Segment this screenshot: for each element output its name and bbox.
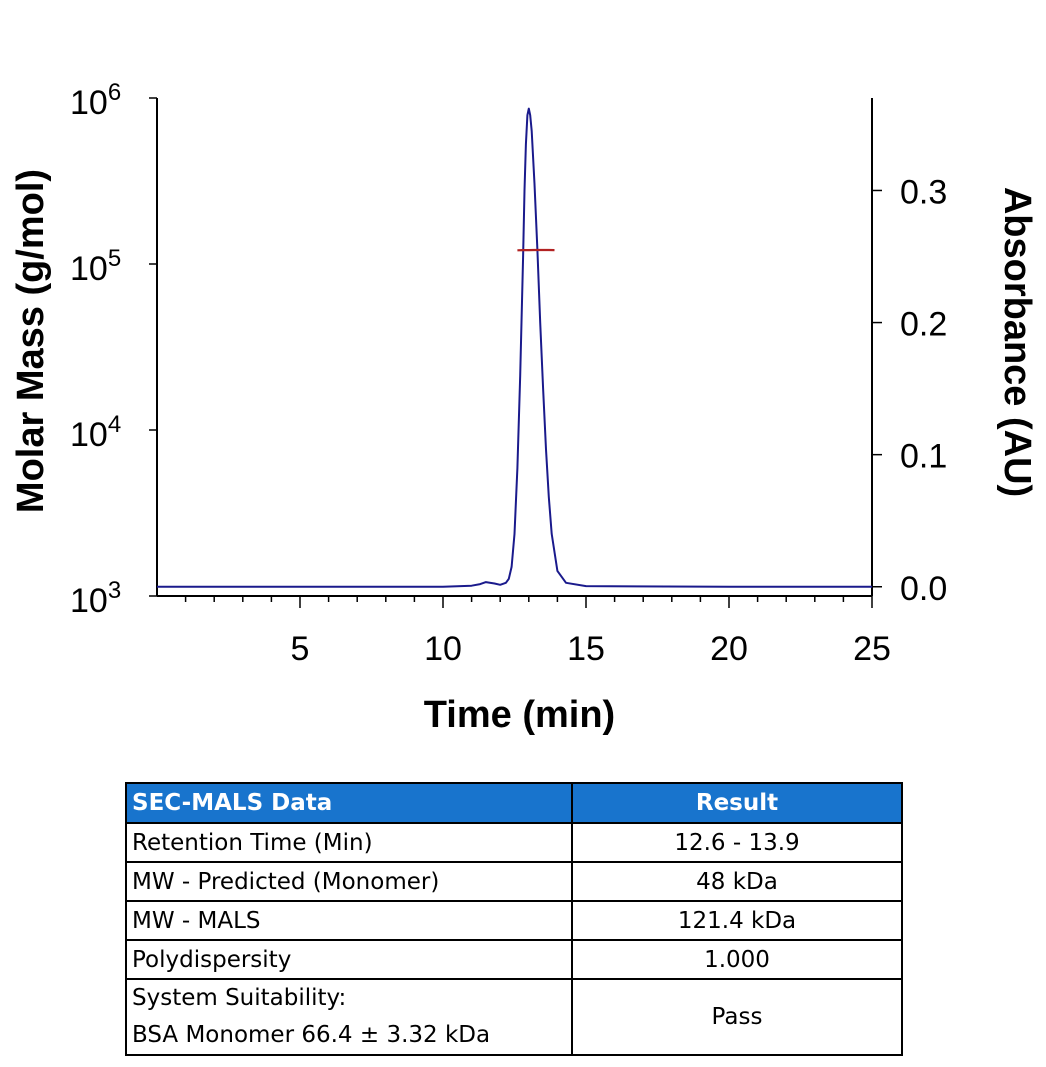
tick-base: 10 (70, 582, 108, 620)
x-tick-label: 25 (853, 630, 891, 668)
x-tick-label: 20 (710, 630, 748, 668)
y-left-tick-label: 104 (70, 411, 121, 454)
x-tick-label: 15 (567, 630, 605, 668)
row-value: 12.6 - 13.9 (571, 822, 903, 863)
y-right-tick-label: 0.2 (900, 306, 947, 344)
row-label: Polydispersity (125, 939, 573, 980)
row-value: Pass (571, 978, 903, 1056)
row-value: 121.4 kDa (571, 900, 903, 941)
row-value: 1.000 (571, 939, 903, 980)
table-header-row: SEC-MALS Data Result (125, 782, 903, 824)
table-row: System Suitability: BSA Monomer 66.4 ± 3… (125, 978, 903, 1056)
table-row: Retention Time (Min) 12.6 - 13.9 (125, 822, 903, 863)
tick-exponent: 3 (108, 577, 121, 604)
y-right-tick-label: 0.1 (900, 438, 947, 476)
tick-base: 10 (70, 84, 108, 122)
table-row: MW - MALS 121.4 kDa (125, 900, 903, 941)
y-right-tick-label: 0.3 (900, 173, 947, 211)
tick-exponent: 6 (108, 79, 121, 106)
row-label: MW - Predicted (Monomer) (125, 861, 573, 902)
table-header-result: Result (571, 782, 903, 824)
y-left-tick-label: 105 (70, 245, 121, 288)
y-right-tick-label: 0.0 (900, 570, 947, 608)
row-label-line: System Suitability: (132, 985, 347, 1011)
row-value: 48 kDa (571, 861, 903, 902)
tick-exponent: 4 (108, 411, 121, 438)
row-label-line: BSA Monomer 66.4 ± 3.32 kDa (132, 1022, 491, 1048)
chart-axes (149, 97, 882, 608)
tick-base: 10 (70, 250, 108, 288)
y-left-tick-label: 103 (70, 577, 121, 620)
y-left-axis-title: Molar Mass (g/mol) (10, 169, 52, 513)
y-left-tick-label: 106 (70, 79, 121, 122)
table-row: MW - Predicted (Monomer) 48 kDa (125, 861, 903, 902)
row-label: Retention Time (Min) (125, 822, 573, 863)
y-right-axis-title: Absorbance (AU) (996, 187, 1038, 497)
table-row: Polydispersity 1.000 (125, 939, 903, 980)
x-axis-title: Time (min) (424, 694, 615, 736)
chart-plot-area (157, 107, 872, 588)
table-header-data: SEC-MALS Data (125, 782, 573, 824)
tick-base: 10 (70, 416, 108, 454)
sec-mals-results-table: SEC-MALS Data Result Retention Time (Min… (125, 782, 903, 1056)
row-label: MW - MALS (125, 900, 573, 941)
row-label: System Suitability: BSA Monomer 66.4 ± 3… (125, 978, 573, 1056)
x-tick-label: 5 (291, 630, 310, 668)
x-tick-label: 10 (424, 630, 462, 668)
tick-exponent: 5 (108, 245, 121, 272)
absorbance-series-line (157, 107, 872, 588)
